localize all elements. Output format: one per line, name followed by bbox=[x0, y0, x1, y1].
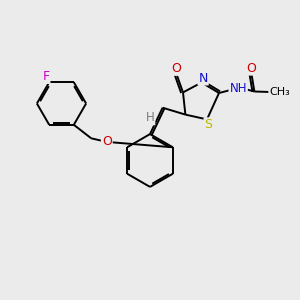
Text: N: N bbox=[198, 71, 208, 85]
Text: CH₃: CH₃ bbox=[269, 87, 290, 97]
Text: F: F bbox=[42, 70, 50, 83]
Text: O: O bbox=[247, 61, 256, 75]
Text: S: S bbox=[205, 118, 212, 131]
Text: H: H bbox=[146, 111, 154, 124]
Text: O: O bbox=[102, 135, 112, 148]
Text: NH: NH bbox=[230, 82, 247, 95]
Text: O: O bbox=[172, 62, 181, 75]
